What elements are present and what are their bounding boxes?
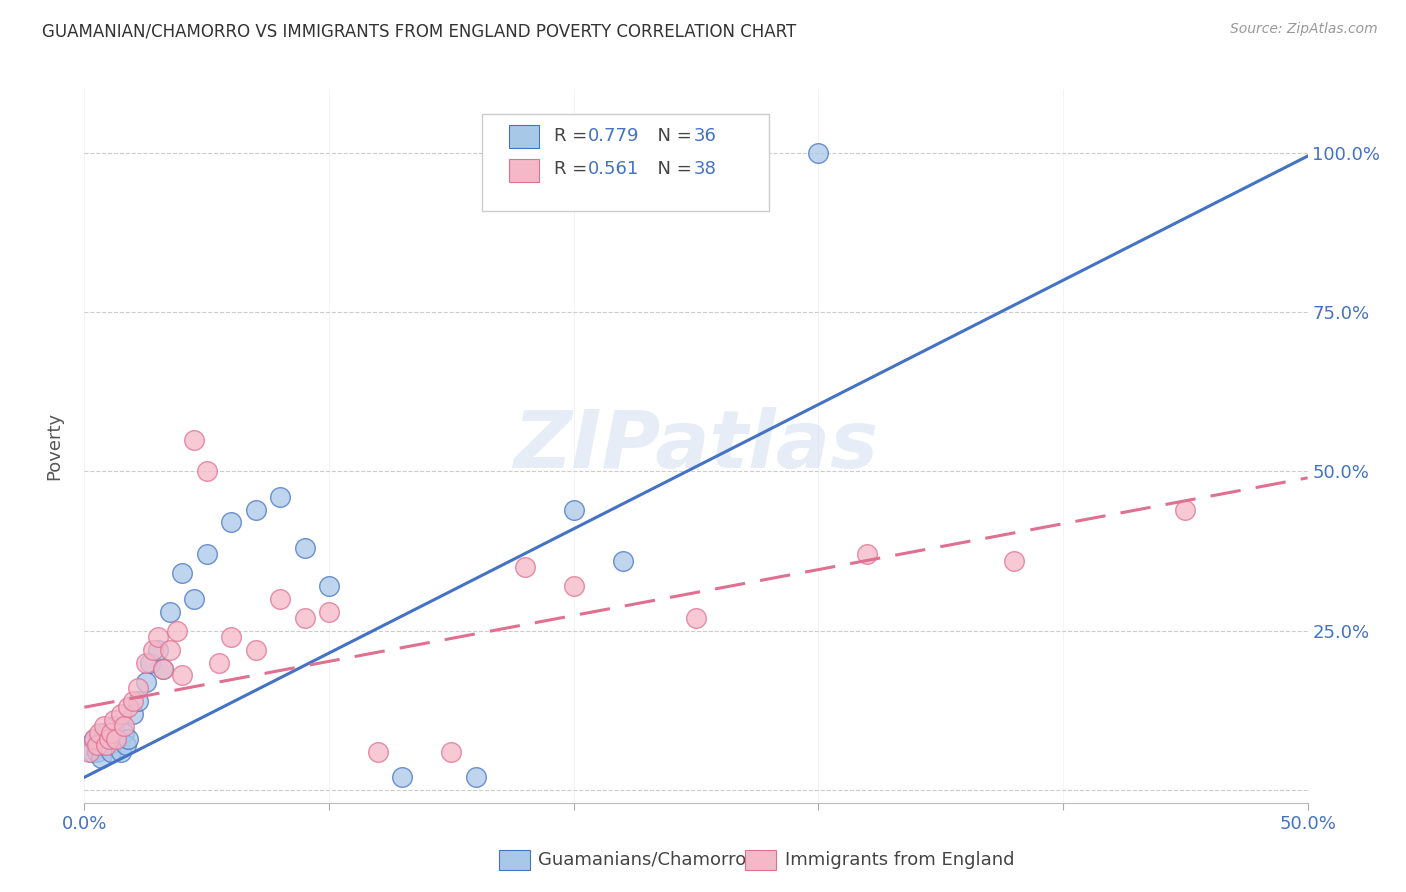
Text: Guamanians/Chamorros: Guamanians/Chamorros: [538, 851, 756, 869]
Point: [110, 706, 132, 721]
Point: [93, 719, 115, 733]
Point: [245, 643, 267, 657]
Point: [77, 745, 100, 759]
Point: [245, 502, 267, 516]
Point: [83, 732, 105, 747]
Text: 38: 38: [693, 161, 717, 178]
Point: [77, 739, 100, 753]
Point: [294, 611, 316, 625]
Point: [318, 605, 340, 619]
Point: [152, 662, 174, 676]
Point: [612, 554, 634, 568]
FancyBboxPatch shape: [509, 159, 540, 182]
Point: [152, 662, 174, 676]
Text: ZIPatlas: ZIPatlas: [513, 407, 879, 485]
Point: [807, 145, 830, 160]
Point: [103, 713, 125, 727]
Point: [159, 605, 181, 619]
Point: [172, 566, 194, 581]
Text: 0.779: 0.779: [588, 127, 640, 145]
Text: R =: R =: [554, 161, 593, 178]
Text: 36: 36: [693, 127, 717, 145]
Point: [97, 739, 120, 753]
Point: [1002, 554, 1025, 568]
Text: Source: ZipAtlas.com: Source: ZipAtlas.com: [1230, 22, 1378, 37]
Point: [87, 739, 110, 753]
Point: [208, 656, 231, 670]
Point: [142, 643, 165, 657]
Point: [562, 502, 585, 516]
Point: [269, 591, 291, 606]
Point: [105, 732, 128, 747]
Point: [269, 490, 291, 504]
Point: [159, 643, 181, 657]
Point: [90, 751, 112, 765]
Text: N =: N =: [645, 161, 697, 178]
Point: [100, 725, 122, 739]
Point: [127, 681, 149, 695]
Point: [183, 433, 205, 447]
Point: [139, 656, 162, 670]
Point: [195, 547, 218, 561]
Text: 0.561: 0.561: [588, 161, 640, 178]
Point: [513, 560, 536, 574]
Text: GUAMANIAN/CHAMORRO VS IMMIGRANTS FROM ENGLAND POVERTY CORRELATION CHART: GUAMANIAN/CHAMORRO VS IMMIGRANTS FROM EN…: [42, 22, 796, 40]
Point: [391, 770, 413, 784]
Point: [135, 674, 157, 689]
Point: [86, 739, 108, 753]
Point: [464, 770, 486, 784]
Point: [110, 745, 132, 759]
Point: [294, 541, 316, 555]
Point: [122, 694, 145, 708]
Point: [146, 630, 169, 644]
Point: [127, 694, 149, 708]
Text: N =: N =: [645, 127, 697, 145]
Point: [367, 745, 389, 759]
Point: [219, 630, 242, 644]
Point: [86, 745, 108, 759]
Text: R =: R =: [554, 127, 593, 145]
Point: [80, 745, 103, 759]
Point: [440, 745, 463, 759]
Point: [318, 579, 340, 593]
FancyBboxPatch shape: [482, 114, 769, 211]
Point: [105, 732, 128, 747]
Point: [97, 732, 120, 747]
Point: [166, 624, 188, 638]
Point: [195, 465, 218, 479]
Point: [1174, 502, 1197, 516]
Point: [562, 579, 585, 593]
Point: [93, 725, 115, 739]
Point: [685, 611, 707, 625]
Point: [122, 706, 145, 721]
Y-axis label: Poverty: Poverty: [45, 412, 63, 480]
FancyBboxPatch shape: [509, 125, 540, 148]
Point: [96, 739, 118, 753]
Point: [856, 547, 879, 561]
Point: [100, 745, 122, 759]
Point: [112, 725, 135, 739]
Point: [83, 732, 105, 747]
Point: [172, 668, 194, 682]
Point: [87, 725, 110, 739]
Point: [103, 719, 125, 733]
Point: [135, 656, 157, 670]
Point: [117, 732, 139, 747]
Text: Immigrants from England: Immigrants from England: [785, 851, 1014, 869]
Point: [117, 700, 139, 714]
Point: [96, 732, 118, 747]
Point: [112, 719, 135, 733]
Point: [219, 516, 242, 530]
Point: [183, 591, 205, 606]
Point: [146, 643, 169, 657]
Point: [115, 739, 138, 753]
